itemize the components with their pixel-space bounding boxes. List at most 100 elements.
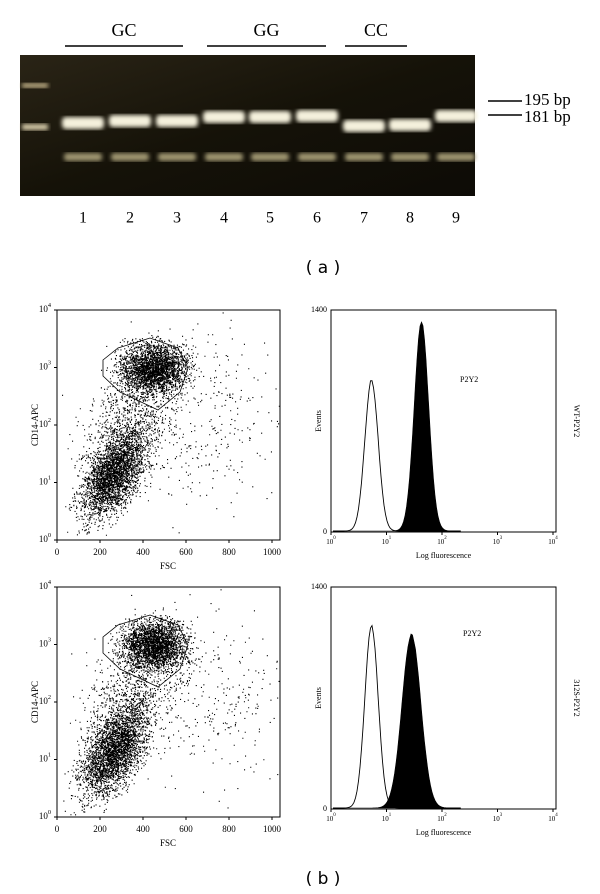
tick-exponent: 2 [444, 536, 447, 541]
tick-exponent: 0 [333, 813, 336, 818]
tick-label: 600 [179, 824, 193, 834]
tick-label: 103 [493, 813, 503, 822]
gel-band-lower [251, 153, 289, 161]
tick-label: 0 [323, 804, 327, 813]
tick-label: 101 [382, 536, 392, 545]
axis-label: CD14-APC [30, 681, 40, 723]
tick-label: 103 [39, 637, 51, 649]
tick-exponent: 3 [48, 637, 51, 644]
tick-base: 10 [437, 538, 445, 546]
tick-exponent: 1 [48, 752, 51, 759]
axis-label: FSC [160, 838, 176, 848]
tick-exponent: 2 [48, 694, 51, 701]
axis-label: CD14-APC [30, 404, 40, 446]
tick-exponent: 3 [500, 813, 503, 818]
gel-band [109, 115, 151, 127]
group-label: GG [254, 20, 280, 40]
histogram-stained [333, 321, 461, 532]
gel-band-lower [111, 153, 149, 161]
tick-base: 10 [39, 581, 49, 591]
tick-base: 10 [437, 815, 445, 823]
lane-number: 6 [313, 210, 321, 227]
panel-label: ( a ) [306, 258, 341, 278]
side-label: 312S-P2Y2 [572, 679, 581, 716]
tick-exponent: 4 [555, 813, 558, 818]
group-label: CC [364, 20, 388, 40]
tick-label: 200 [93, 824, 107, 834]
tick-label: 200 [93, 547, 107, 557]
tick-label: 102 [437, 813, 447, 822]
tick-base: 10 [548, 815, 556, 823]
lane-number: 1 [79, 210, 87, 227]
tick-exponent: 0 [333, 536, 336, 541]
histogram-stained [333, 633, 461, 809]
tick-label: 0 [323, 527, 327, 536]
tick-base: 10 [548, 538, 556, 546]
tick-label: 100 [39, 809, 51, 821]
tick-exponent: 4 [48, 302, 52, 309]
gel-band [203, 111, 245, 123]
tick-exponent: 1 [389, 536, 392, 541]
gate [102, 614, 189, 688]
tick-label: 101 [39, 475, 51, 487]
panel-label: ( b ) [306, 869, 341, 889]
tick-base: 10 [39, 639, 49, 649]
tick-label: 102 [437, 536, 447, 545]
tick-label: 104 [548, 813, 558, 822]
ladder-band [22, 83, 48, 88]
tick-exponent: 4 [555, 536, 558, 541]
axis-label: Events [314, 410, 323, 432]
lane-number: 2 [126, 210, 134, 227]
scatter-dots [63, 589, 280, 816]
lane-number: 8 [406, 210, 414, 227]
tick-label: 103 [493, 536, 503, 545]
tick-base: 10 [39, 362, 49, 372]
tick-base: 10 [493, 815, 501, 823]
lane-number: 3 [173, 210, 181, 227]
tick-exponent: 3 [500, 536, 503, 541]
tick-exponent: 1 [389, 813, 392, 818]
tick-exponent: 4 [48, 579, 52, 586]
tick-exponent: 0 [48, 809, 51, 816]
tick-base: 10 [39, 534, 49, 544]
scatter-dots [62, 312, 280, 536]
tick-label: 400 [136, 547, 150, 557]
tick-label: 1000 [263, 824, 282, 834]
tick-label: 0 [55, 824, 60, 834]
tick-label: 104 [39, 302, 52, 314]
lane-number: 5 [266, 210, 274, 227]
tick-label: 1000 [263, 547, 282, 557]
plot-frame [330, 309, 557, 533]
tick-label: 102 [39, 694, 51, 706]
tick-label: 104 [39, 579, 52, 591]
lane-number: 4 [220, 210, 228, 227]
axis-label: Log fluorescence [416, 551, 472, 560]
side-label: WT-P2Y2 [572, 405, 581, 438]
tick-label: 400 [136, 824, 150, 834]
gel-band [156, 115, 198, 127]
tick-label: 100 [39, 532, 51, 544]
tick-base: 10 [39, 811, 49, 821]
gel-band [389, 119, 431, 131]
tick-exponent: 0 [48, 532, 51, 539]
gel-band-lower [298, 153, 336, 161]
gel-band-lower [345, 153, 383, 161]
tick-base: 10 [39, 696, 49, 706]
tick-label: 100 [326, 536, 336, 545]
gel-band [343, 120, 385, 132]
gel-band-lower [205, 153, 243, 161]
tick-label: 800 [222, 824, 236, 834]
tick-label: 800 [222, 547, 236, 557]
axis-label: Events [314, 687, 323, 709]
lane-number: 7 [360, 210, 368, 227]
tick-label: 104 [548, 536, 558, 545]
histogram-control [333, 380, 461, 532]
gel-band [435, 110, 477, 122]
tick-base: 10 [39, 419, 49, 429]
gel-band-lower [437, 153, 475, 161]
tick-base: 10 [382, 815, 390, 823]
ladder-band [22, 124, 48, 130]
tick-label: 1400 [311, 305, 327, 314]
tick-exponent: 2 [444, 813, 447, 818]
marker-label: 181 bp [524, 107, 571, 126]
